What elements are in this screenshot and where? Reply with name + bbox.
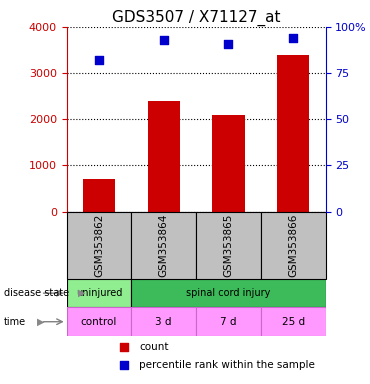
FancyBboxPatch shape (131, 212, 196, 279)
Bar (277, 55, 309, 212)
FancyBboxPatch shape (131, 279, 326, 308)
FancyBboxPatch shape (196, 212, 261, 279)
FancyBboxPatch shape (261, 212, 326, 279)
Text: 3 d: 3 d (155, 317, 172, 327)
Text: time: time (4, 317, 26, 327)
Bar (212, 115, 245, 212)
Text: GSM353865: GSM353865 (223, 214, 233, 277)
Point (161, 37, 167, 43)
Text: spinal cord injury: spinal cord injury (186, 288, 271, 298)
FancyBboxPatch shape (261, 308, 326, 336)
FancyBboxPatch shape (131, 308, 196, 336)
FancyBboxPatch shape (67, 279, 131, 308)
Text: GSM353864: GSM353864 (159, 214, 169, 277)
Text: 25 d: 25 d (282, 317, 305, 327)
Title: GDS3507 / X71127_at: GDS3507 / X71127_at (112, 9, 280, 25)
FancyBboxPatch shape (67, 212, 131, 279)
Point (290, 35, 296, 41)
Text: uninjured: uninjured (76, 288, 122, 298)
Text: control: control (81, 317, 117, 327)
Text: count: count (139, 342, 169, 352)
Point (96, 57, 102, 63)
Point (121, 362, 127, 368)
Bar (83, 179, 115, 212)
Text: ▶: ▶ (37, 317, 44, 327)
FancyBboxPatch shape (67, 308, 131, 336)
Text: disease state: disease state (4, 288, 69, 298)
Text: ▶: ▶ (78, 288, 85, 298)
Text: percentile rank within the sample: percentile rank within the sample (139, 360, 315, 370)
FancyBboxPatch shape (196, 308, 261, 336)
Point (226, 40, 232, 46)
Bar (148, 101, 180, 212)
Text: 7 d: 7 d (220, 317, 237, 327)
Text: GSM353866: GSM353866 (288, 214, 298, 277)
Point (121, 344, 127, 350)
Text: GSM353862: GSM353862 (94, 214, 104, 277)
